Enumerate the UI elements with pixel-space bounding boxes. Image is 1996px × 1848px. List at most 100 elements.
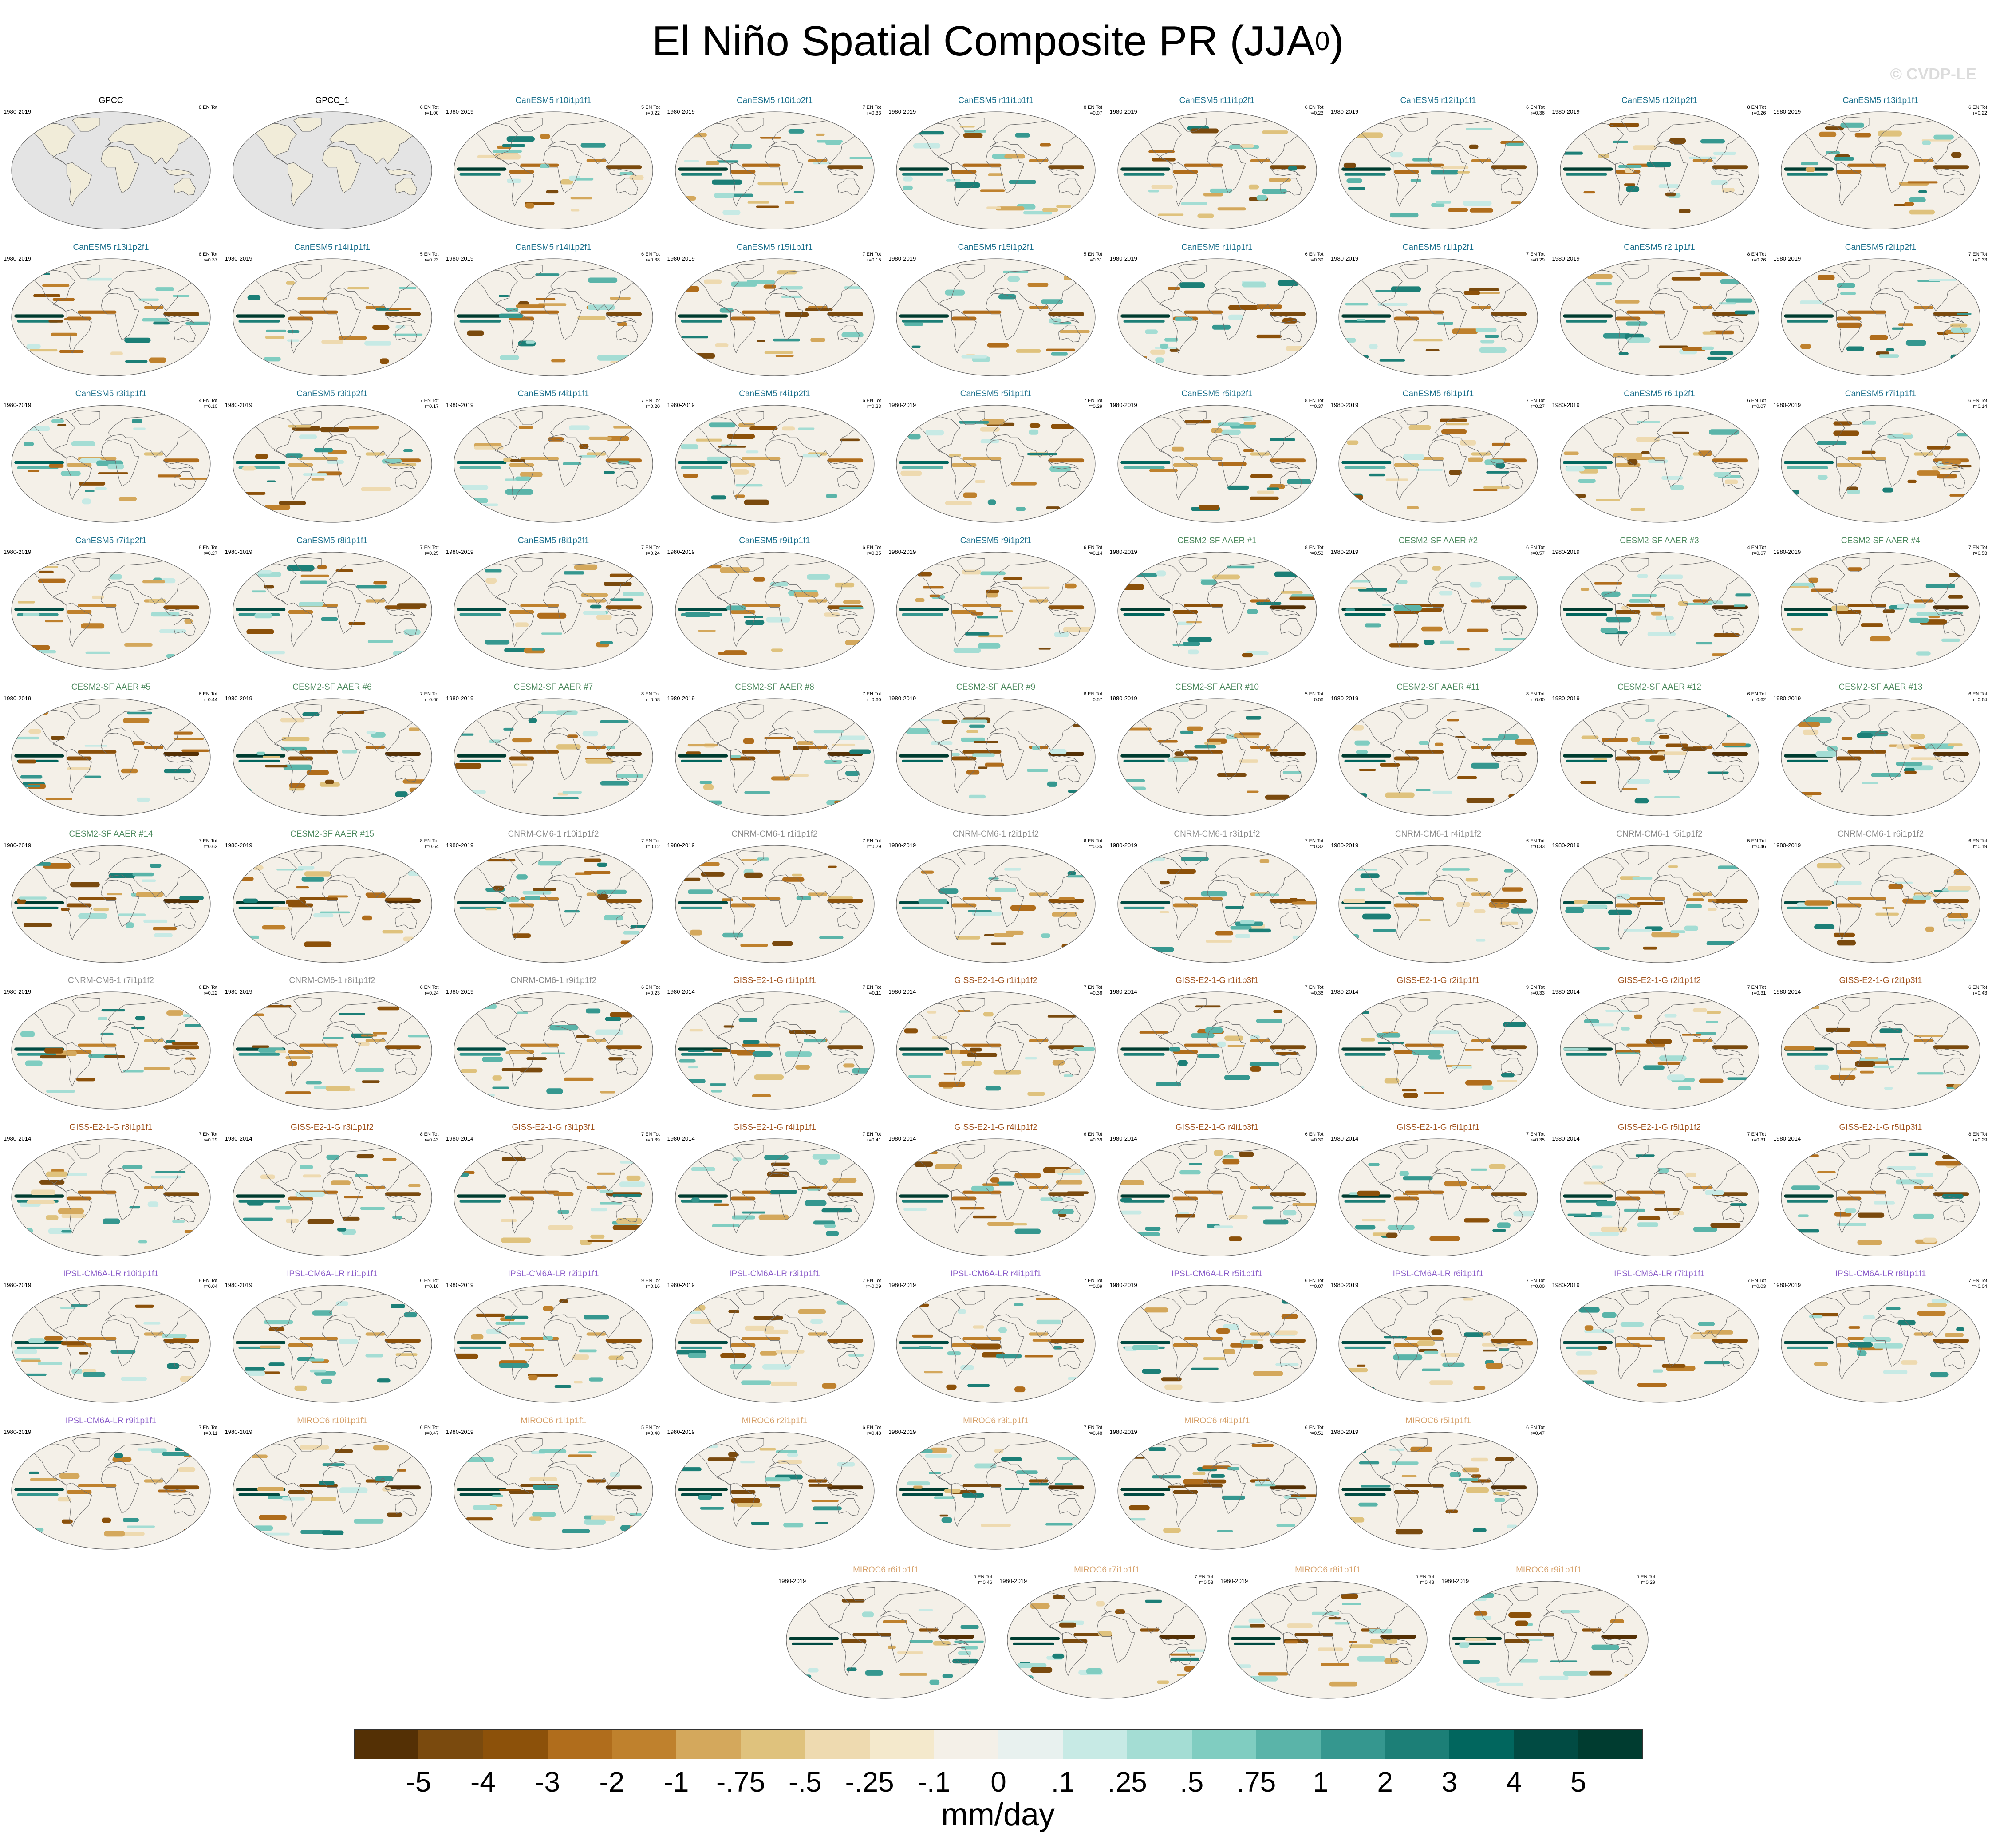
anomaly-band — [1054, 1482, 1073, 1485]
anomaly-band — [1250, 452, 1270, 456]
anomaly-band — [899, 1673, 927, 1676]
anomaly-band — [677, 858, 698, 862]
anomaly-band — [1256, 1019, 1282, 1023]
map-panel: CanESM5 r1i1p2f1 1980-2019 7 EN Tot r=0.29 — [1330, 239, 1546, 381]
pattern-correlation: r=0.23 — [1310, 111, 1324, 116]
coastline — [904, 563, 960, 606]
anomaly-band — [296, 886, 309, 888]
anomaly-band — [972, 753, 995, 758]
anomaly-band — [1157, 1680, 1169, 1684]
anomaly-band — [1115, 1609, 1125, 1614]
coastline — [1538, 1615, 1578, 1663]
event-count: 7 EN Tot — [1968, 251, 1987, 257]
anomaly-band — [1649, 755, 1665, 761]
map-ocean — [1339, 405, 1538, 522]
anomaly-band — [1787, 1200, 1828, 1203]
anomaly-band — [355, 1068, 384, 1072]
coastline — [72, 117, 100, 132]
coastline — [605, 900, 637, 909]
panel-title: MIROC6 r10i1p1f1 — [297, 1416, 367, 1425]
anomaly-band — [461, 1069, 477, 1073]
coastline — [1615, 1189, 1641, 1233]
anomaly-band — [1580, 781, 1596, 784]
anomaly-band — [1480, 339, 1495, 343]
composite-map — [1559, 845, 1759, 963]
anomaly-band — [106, 893, 122, 895]
composite-map — [896, 551, 1096, 670]
anomaly-band — [988, 173, 1003, 176]
anomaly-band — [1837, 940, 1856, 945]
anomaly-band — [501, 1068, 525, 1071]
anomaly-band — [959, 125, 975, 128]
map-border — [454, 551, 653, 670]
coastline — [616, 765, 638, 782]
anomaly-band — [1615, 756, 1640, 761]
anomaly-band — [678, 461, 728, 464]
map-panel: CanESM5 r12i1p1f1 1980-2019 6 EN Tot r=0.36 — [1330, 92, 1546, 234]
coastline — [1649, 439, 1688, 487]
coastline — [174, 1351, 196, 1369]
anomaly-band — [938, 1635, 974, 1639]
anomaly-band — [1041, 933, 1050, 938]
anomaly-band — [1254, 1484, 1276, 1486]
coastline — [288, 455, 313, 500]
pattern-correlation: r=0.29 — [1531, 257, 1545, 263]
anomaly-band — [459, 466, 501, 469]
coastline — [1207, 1173, 1246, 1220]
pattern-correlation: r=0.29 — [867, 844, 881, 849]
anomaly-band — [1463, 1660, 1480, 1665]
anomaly-band — [1584, 1325, 1593, 1331]
anomaly-band — [1361, 1037, 1375, 1042]
anomaly-band — [961, 719, 988, 723]
coastline — [1620, 1143, 1649, 1159]
anomaly-band — [1144, 329, 1158, 334]
colorbar-swatch — [1578, 1729, 1643, 1759]
anomaly-band — [348, 621, 365, 625]
anomaly-band — [680, 173, 722, 176]
anomaly-band — [299, 434, 317, 439]
anomaly-band — [1933, 1339, 1969, 1343]
anomaly-band — [52, 298, 75, 301]
anomaly-band — [700, 872, 725, 877]
anomaly-band — [459, 1053, 501, 1056]
map-border — [675, 698, 875, 816]
anomaly-band — [1172, 1196, 1198, 1200]
panel-title: MIROC6 r2i1p1f1 — [742, 1416, 808, 1425]
panel-title: CanESM5 r11i1p1f1 — [958, 96, 1034, 105]
panel-period: 1980-2014 — [446, 1135, 474, 1142]
anomaly-band — [675, 940, 695, 946]
composite-map — [1781, 1285, 1980, 1403]
anomaly-band — [1713, 633, 1740, 637]
anomaly-band — [966, 730, 978, 733]
composite-map — [675, 1285, 875, 1403]
coastline — [1399, 703, 1428, 719]
anomaly-band — [775, 1350, 805, 1354]
anomaly-band — [722, 210, 741, 215]
anomaly-band — [84, 745, 107, 747]
anomaly-band — [493, 885, 504, 891]
anomaly-band — [1491, 898, 1527, 903]
map-panel: CanESM5 r9i1p2f1 1980-2019 6 EN Tot r=0.14 — [888, 533, 1104, 675]
panel-period: 1980-2019 — [1552, 402, 1580, 408]
anomaly-band — [899, 754, 949, 758]
anomaly-band — [14, 314, 64, 318]
anomaly-band — [1436, 201, 1451, 204]
anomaly-band — [1391, 286, 1421, 292]
coastline — [548, 853, 648, 898]
anomaly-band — [951, 903, 977, 907]
anomaly-band — [865, 1670, 884, 1676]
panel-period: 1980-2019 — [446, 1428, 474, 1435]
anomaly-band — [1288, 211, 1307, 214]
anomaly-band — [1804, 900, 1832, 906]
anomaly-band — [1424, 639, 1435, 645]
anomaly-band — [1067, 875, 1095, 877]
panel-period: 1980-2019 — [1109, 548, 1137, 555]
anomaly-band — [1913, 159, 1933, 162]
anomaly-band — [236, 1371, 265, 1376]
map-border — [675, 405, 875, 523]
anomaly-band — [365, 1039, 385, 1042]
anomaly-band — [30, 1478, 57, 1481]
anomaly-band — [1265, 749, 1278, 752]
coastline — [957, 410, 985, 425]
anomaly-band — [1889, 1058, 1909, 1061]
